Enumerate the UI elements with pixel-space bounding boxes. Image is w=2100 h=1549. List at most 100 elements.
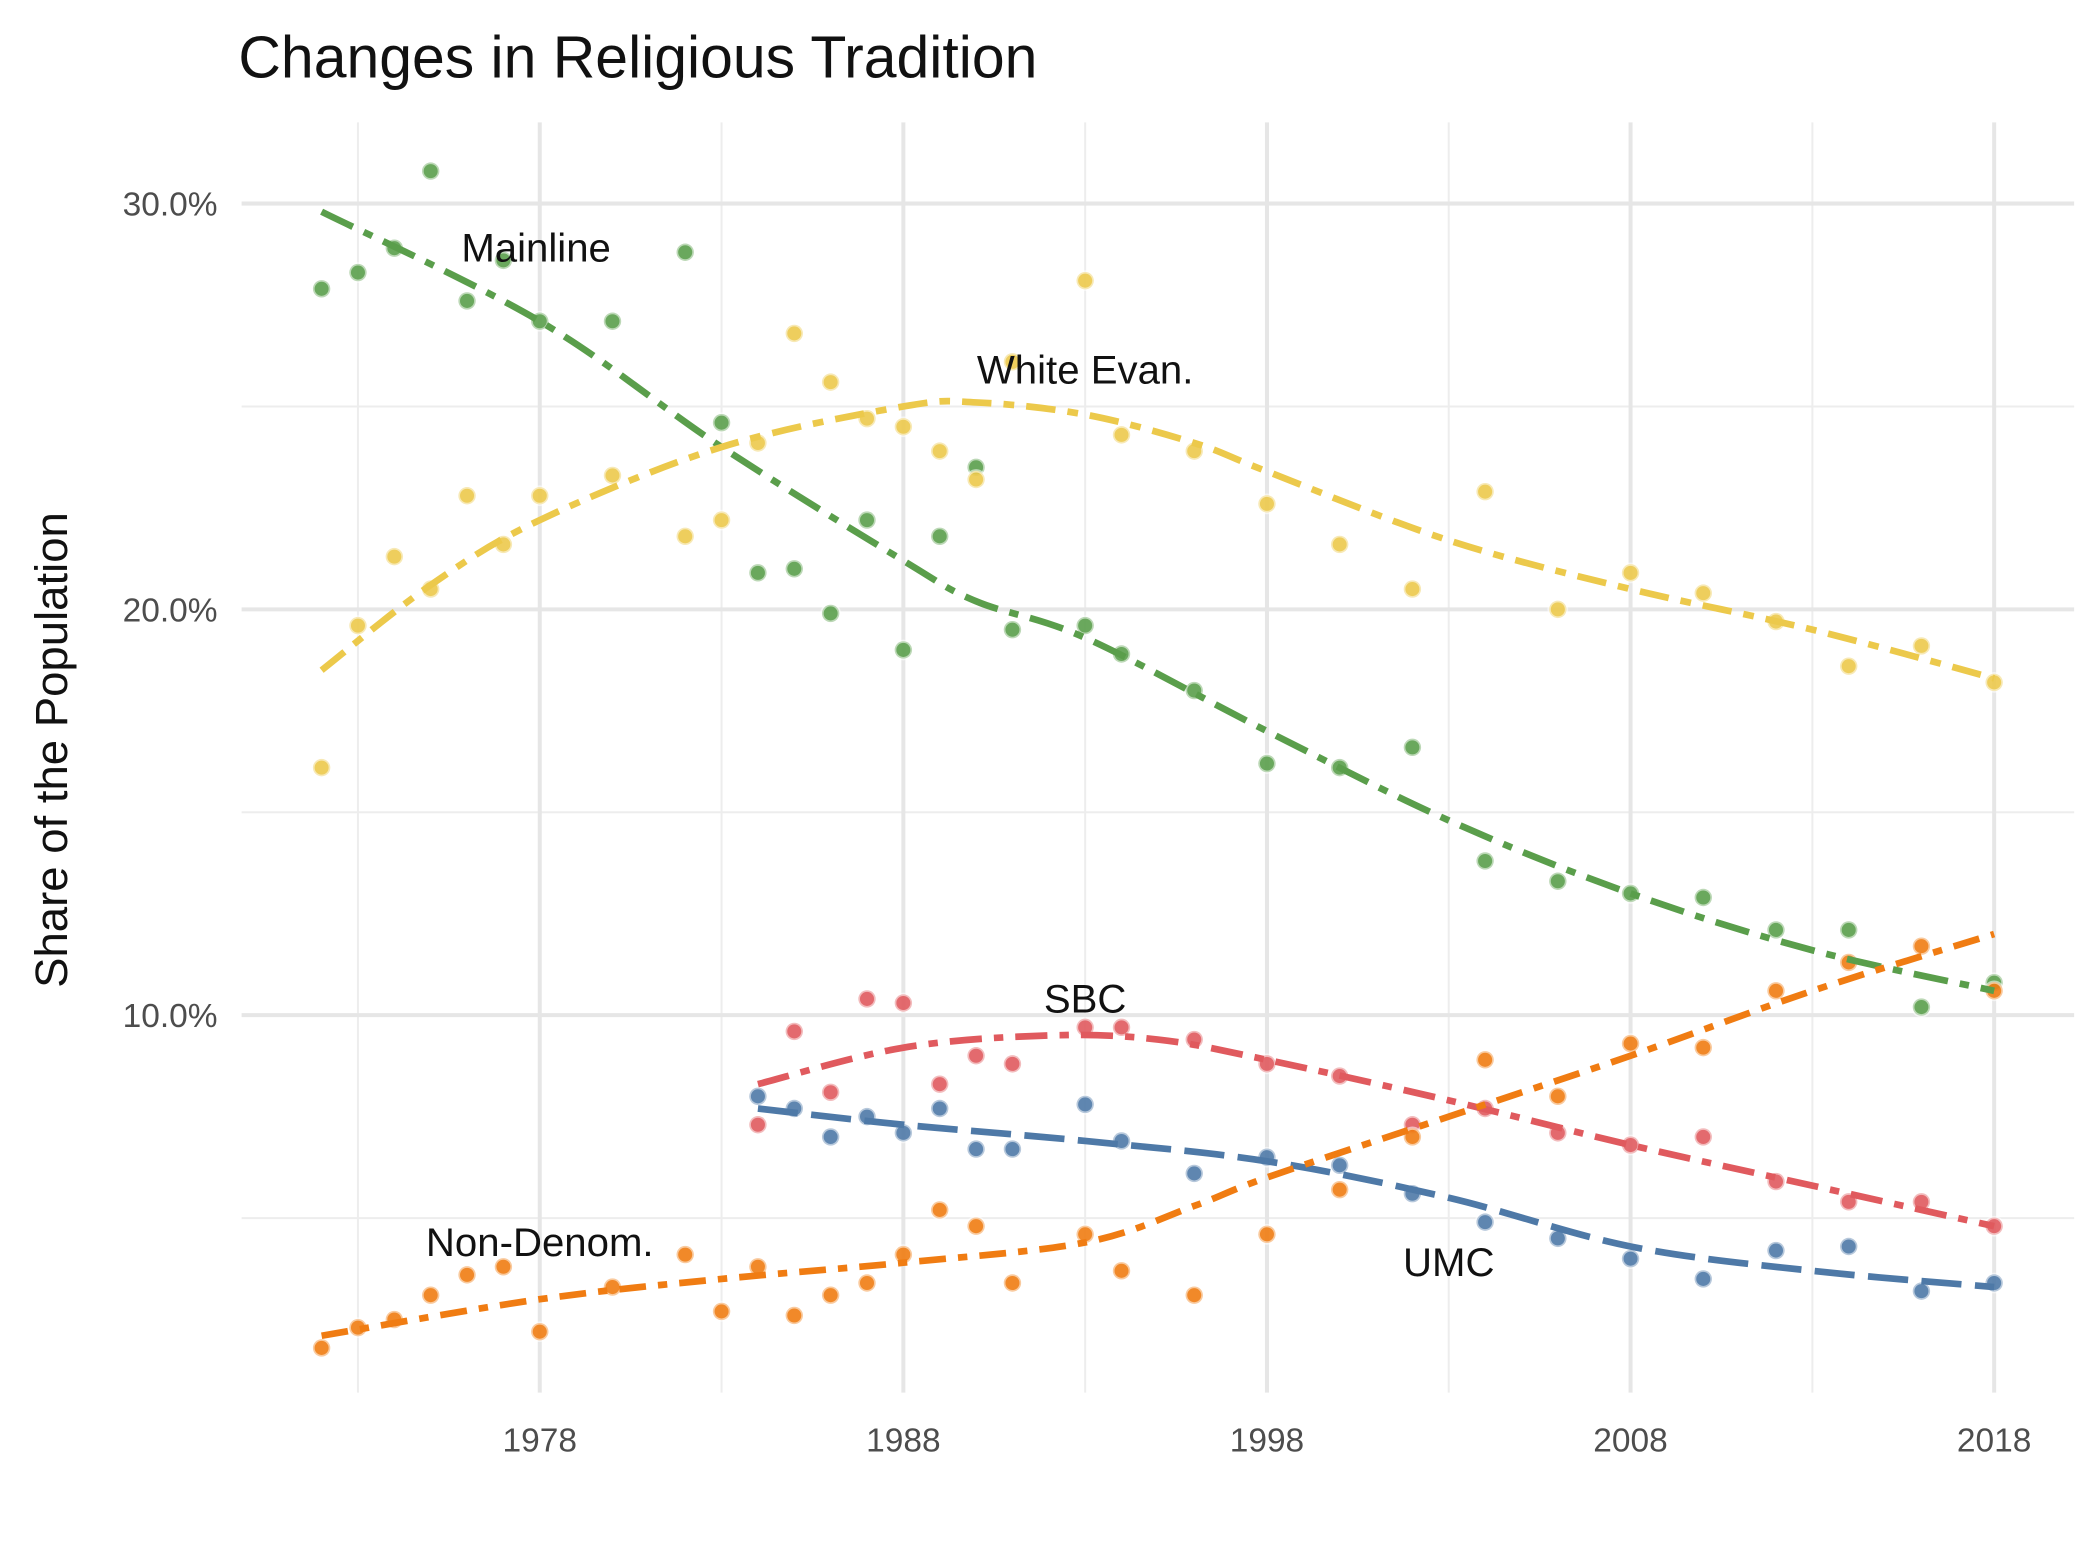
point [456, 485, 478, 507]
point [1474, 850, 1496, 872]
point [747, 1114, 769, 1136]
point [1256, 1223, 1278, 1245]
point [965, 1045, 987, 1067]
point [1002, 351, 1023, 373]
point [1547, 870, 1569, 892]
point [1765, 919, 1787, 941]
point [1183, 1163, 1205, 1184]
y-tick-label: 20.0% [123, 592, 218, 629]
point [1074, 615, 1096, 636]
point [820, 1284, 842, 1306]
point [1329, 534, 1351, 555]
point [1838, 919, 1860, 941]
point [674, 525, 696, 547]
point [1111, 1016, 1132, 1038]
point [1838, 1236, 1860, 1257]
point [820, 1081, 842, 1103]
point [892, 639, 914, 661]
y-tick-label: 30.0% [123, 187, 218, 224]
point [383, 546, 405, 567]
point [1256, 753, 1278, 774]
point [1547, 598, 1569, 620]
point [711, 412, 732, 434]
point [1074, 1094, 1096, 1115]
point [820, 603, 842, 624]
point [602, 310, 623, 332]
trend-line [319, 397, 1996, 682]
point [1692, 887, 1714, 908]
point [1111, 1260, 1132, 1282]
point [856, 1272, 878, 1294]
point [311, 757, 332, 779]
point [1474, 481, 1496, 503]
point [1983, 672, 2005, 693]
point [1474, 1049, 1496, 1071]
point [1911, 996, 1932, 1018]
y-tick-label: 10.0% [123, 998, 218, 1035]
series-points [747, 1085, 2005, 1302]
x-tick-label: 1988 [866, 1423, 940, 1460]
point [965, 469, 987, 490]
trend-line [321, 930, 1996, 1340]
point [1002, 1053, 1023, 1075]
point [711, 509, 732, 531]
point [674, 241, 696, 263]
series-label: Mainline [461, 226, 611, 271]
point [856, 509, 878, 531]
point [347, 615, 369, 636]
point [420, 160, 442, 182]
point [929, 1073, 951, 1095]
point [602, 465, 623, 486]
point [1402, 578, 1423, 600]
point [929, 525, 951, 547]
point [892, 416, 914, 438]
point [1074, 270, 1096, 292]
point [929, 1098, 951, 1119]
point [1002, 1272, 1023, 1294]
point [1329, 1179, 1351, 1201]
point [1256, 493, 1278, 515]
point [1474, 1211, 1496, 1233]
point [929, 1199, 951, 1221]
point [1692, 1126, 1714, 1148]
point [1547, 1085, 1569, 1107]
series-points [311, 160, 2005, 1018]
x-tick-label: 1998 [1230, 1423, 1304, 1460]
point [747, 562, 769, 584]
point [311, 278, 332, 300]
point [1329, 1154, 1351, 1176]
point [965, 1138, 987, 1160]
point [1620, 562, 1641, 584]
point [493, 1256, 514, 1278]
chart-title: Changes in Religious Tradition [238, 26, 1037, 91]
point [1765, 980, 1787, 1002]
point [529, 1321, 551, 1343]
point [965, 1215, 987, 1237]
point [347, 262, 369, 283]
point [1765, 1240, 1787, 1261]
trend-line [320, 208, 1995, 995]
point [747, 1085, 769, 1107]
point [674, 1244, 696, 1265]
point [1402, 736, 1423, 758]
point [420, 1284, 442, 1306]
y-axis-label: Share of the Population [26, 512, 77, 988]
point [1692, 582, 1714, 604]
series-label: UMC [1403, 1240, 1494, 1285]
point [1183, 1284, 1205, 1306]
point [1692, 1268, 1714, 1290]
point [783, 1305, 805, 1326]
point [711, 1301, 732, 1322]
point [1911, 935, 1932, 957]
point [1692, 1037, 1714, 1059]
point [529, 485, 551, 507]
point [1002, 1138, 1023, 1160]
series-label: SBC [1044, 976, 1127, 1021]
point [929, 440, 951, 462]
point [856, 988, 878, 1010]
series-points [311, 270, 2005, 779]
point [783, 323, 805, 344]
series-label: White Evan. [977, 347, 1194, 392]
point [1620, 1033, 1641, 1054]
